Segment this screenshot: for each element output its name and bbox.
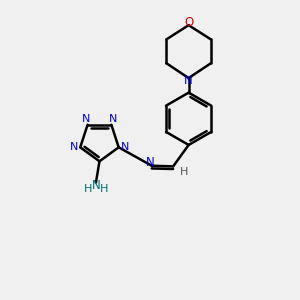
Text: N: N	[146, 156, 155, 169]
Text: H: H	[84, 184, 92, 194]
Text: N: N	[109, 114, 117, 124]
Text: N: N	[82, 114, 90, 124]
Text: N: N	[92, 179, 100, 192]
Text: N: N	[121, 142, 129, 152]
Text: N: N	[70, 142, 78, 152]
Text: O: O	[184, 16, 193, 29]
Text: H: H	[100, 184, 108, 194]
Text: H: H	[179, 167, 188, 177]
Text: N: N	[184, 74, 193, 87]
